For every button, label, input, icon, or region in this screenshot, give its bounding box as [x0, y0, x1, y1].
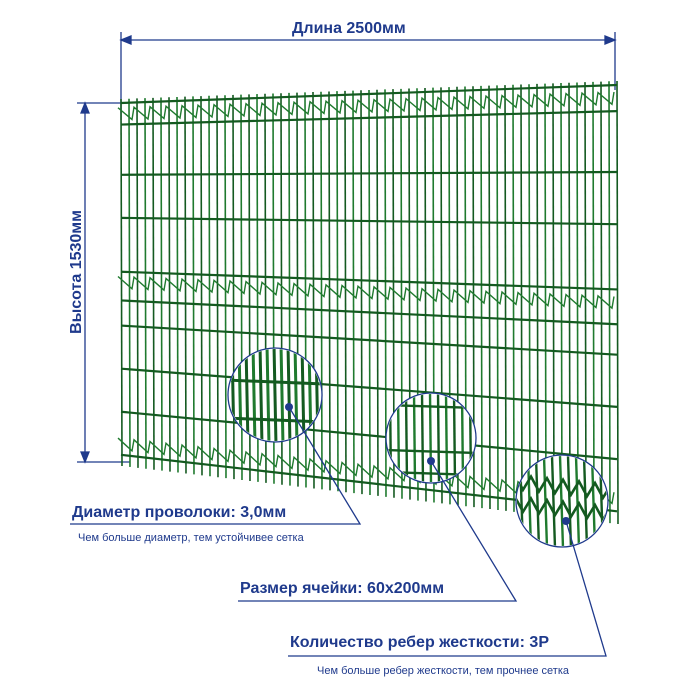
height-label: Высота 1530мм — [68, 210, 85, 334]
mesh-leader — [238, 460, 518, 602]
length-label: Длина 2500мм — [292, 20, 406, 37]
leader-lines — [70, 406, 607, 657]
ribs-leader — [288, 520, 607, 657]
mesh-size-title: Размер ячейки: 60x200мм — [240, 580, 445, 597]
fence-panel — [117, 80, 619, 525]
ribs-count-subtitle: Чем больше ребер жесткости, тем прочнее … — [317, 665, 569, 677]
zoom-circle-mesh — [385, 392, 477, 484]
wire-leader — [70, 406, 362, 525]
wire-diameter-subtitle: Чем больше диаметр, тем устойчивее сетка — [78, 532, 304, 544]
ribs-count-title: Количество ребер жесткости: 3Р — [290, 634, 549, 651]
wire-diameter-title: Диаметр проволоки: 3,0мм — [72, 504, 287, 521]
zoom-circle-ribs — [515, 454, 609, 548]
length-dimension — [119, 32, 617, 120]
